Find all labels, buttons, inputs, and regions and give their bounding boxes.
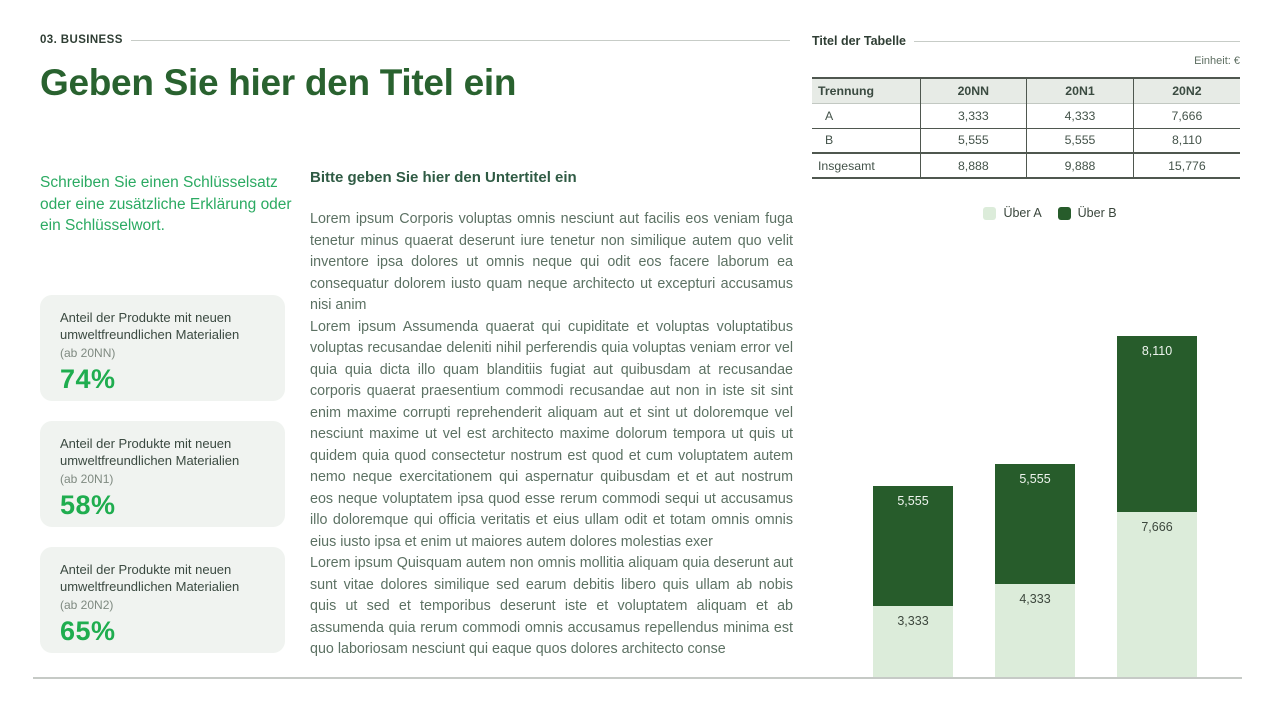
stacked-bar-chart: 5,555 3,333 5,555 4,333 8,110 7,666 [860, 328, 1240, 678]
table-cell: 15,776 [1132, 152, 1240, 179]
subtitle: Bitte geben Sie hier den Untertitel ein [310, 169, 577, 186]
table-cell: 8,888 [919, 152, 1027, 179]
stacked-bar-20nn: 5,555 3,333 [873, 486, 953, 678]
bar-segment: 8,110 [1117, 336, 1197, 512]
row-label: Insgesamt [812, 152, 920, 179]
table-cell: 3,333 [919, 102, 1027, 128]
bar-segment: 5,555 [873, 486, 953, 606]
header-divider-line [130, 39, 790, 41]
stacked-bar-20n2: 8,110 7,666 [1117, 336, 1197, 678]
column-header: 20N1 [1026, 77, 1134, 103]
section-header: 03. BUSINESS [40, 34, 790, 46]
chart-baseline [33, 677, 1242, 679]
stat-card-value: 65% [60, 616, 116, 647]
chart-legend: Über A Über B [860, 206, 1240, 220]
stat-card-note: (ab 20N1) [60, 472, 114, 487]
page-title: Geben Sie hier den Titel ein [40, 62, 517, 103]
stat-card-value: 74% [60, 364, 116, 395]
stat-card-note: (ab 20N2) [60, 598, 114, 613]
stat-card-title: Anteil der Produkte mit neuen umweltfreu… [60, 310, 240, 343]
stat-card-20nn: Anteil der Produkte mit neuen umweltfreu… [40, 295, 285, 401]
legend-label: Über B [1077, 206, 1117, 220]
section-label: 03. BUSINESS [40, 34, 123, 46]
paragraph: Lorem ipsum Corporis voluptas omnis nesc… [310, 211, 793, 313]
column-header: 20NN [919, 77, 1027, 103]
stat-card-note: (ab 20NN) [60, 346, 116, 361]
bar-value-label: 3,333 [897, 614, 929, 628]
bar-value-label: 5,555 [1019, 472, 1051, 486]
table-row-total: Insgesamt 8,888 9,888 15,776 [812, 152, 1240, 179]
table-row-a: A 3,333 4,333 7,666 [812, 102, 1240, 128]
table-row-b: B 5,555 5,555 8,110 [812, 127, 1240, 153]
table-divider-line [914, 40, 1240, 42]
bar-value-label: 4,333 [1019, 592, 1051, 606]
bar-value-label: 5,555 [897, 494, 929, 508]
row-label: A [812, 102, 920, 128]
stat-card-title: Anteil der Produkte mit neuen umweltfreu… [60, 436, 240, 469]
stat-card-title: Anteil der Produkte mit neuen umweltfreu… [60, 562, 240, 595]
legend-item: Über A [983, 206, 1042, 220]
body-column: Bitte geben Sie hier den Untertitel ein … [310, 169, 793, 661]
table-cell: 5,555 [1026, 127, 1134, 153]
table-header: Titel der Tabelle [812, 34, 1240, 48]
column-header: 20N2 [1132, 77, 1240, 103]
body-text: Lorem ipsum Corporis voluptas omnis nesc… [310, 209, 793, 661]
bar-segment: 4,333 [995, 584, 1075, 678]
legend-item: Über B [1057, 206, 1117, 220]
table-header-row: Trennung 20NN 20N1 20N2 [812, 77, 1240, 103]
stacked-bar-20n1: 5,555 4,333 [995, 464, 1075, 678]
bar-segment: 7,666 [1117, 512, 1197, 678]
table-cell: 4,333 [1026, 102, 1134, 128]
legend-label: Über A [1003, 206, 1042, 220]
table-cell: 7,666 [1132, 102, 1240, 128]
row-label: B [812, 127, 920, 153]
bar-segment: 5,555 [995, 464, 1075, 584]
unit-label: Einheit: € [1194, 55, 1240, 67]
bar-value-label: 7,666 [1141, 520, 1173, 534]
paragraph: Lorem ipsum Assumenda quaerat qui cupidi… [310, 318, 793, 550]
bar-value-label: 8,110 [1141, 344, 1173, 358]
table-title: Titel der Tabelle [812, 34, 907, 48]
key-sentence: Schreiben Sie einen Schlüsselsatz oder e… [40, 174, 292, 235]
table-cell: 5,555 [919, 127, 1027, 153]
column-header: Trennung [812, 77, 920, 103]
data-table: Trennung 20NN 20N1 20N2 A 3,333 4,333 7,… [812, 77, 1240, 179]
legend-swatch-icon [983, 206, 997, 220]
stat-card-value: 58% [60, 490, 116, 521]
table-cell: 8,110 [1132, 127, 1240, 153]
legend-swatch-icon [1057, 206, 1071, 220]
table-cell: 9,888 [1026, 152, 1134, 179]
stat-card-20n1: Anteil der Produkte mit neuen umweltfreu… [40, 421, 285, 527]
paragraph: Lorem ipsum Quisquam autem non omnis mol… [310, 555, 793, 657]
stat-card-20n2: Anteil der Produkte mit neuen umweltfreu… [40, 547, 285, 653]
bar-segment: 3,333 [873, 606, 953, 678]
